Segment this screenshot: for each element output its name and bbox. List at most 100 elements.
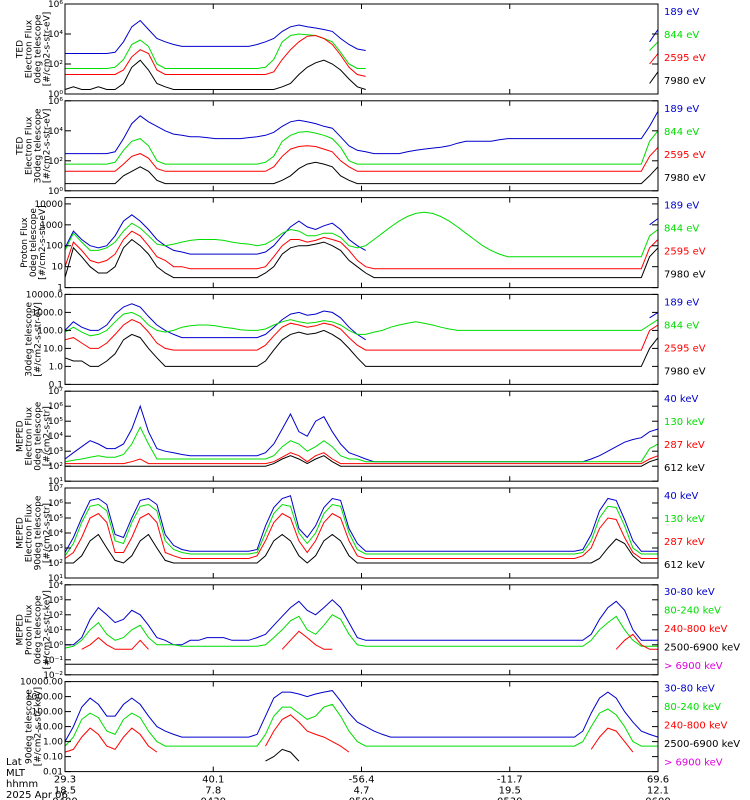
x-axis-labels: Lat MLT hhmm 2025 Apr 06 29.3 40.1 -56.4 -1… [6,757,671,800]
y-tick-label: 10² [48,611,63,621]
series-legend-label: 189 eV [664,201,699,212]
series-legend-label: 7980 eV [664,270,706,281]
series-line-3-3 [64,211,659,258]
y-axis-label: 0deg telescope [34,401,44,471]
y-tick-label: 10⁶ [48,0,63,10]
series-line-3-2 [64,230,659,270]
y-tick-label: 10⁻¹ [43,656,63,666]
series-legend-label: 7980 eV [664,76,706,87]
y-tick-label: 10⁴ [48,529,63,539]
y-tick-label: 10⁵ [48,417,63,427]
series-legend-label: 189 eV [664,104,699,115]
series-line-1-1 [64,59,659,90]
y-tick-label: 10² [48,462,63,472]
y-tick-label: 10⁶ [48,97,63,107]
x-axis-value: 18.5 [54,786,76,797]
y-tick-label: 10⁷ [48,387,63,397]
series-legend-label: 844 eV [664,30,699,41]
y-tick-label: 0.10 [43,753,63,763]
y-tick-label: 10000.00 [20,678,63,688]
y-tick-label: 10⁻² [43,671,63,681]
y-axis-label: 0deg telescope [34,595,44,665]
y-axis-label: 0deg telescope [29,208,39,278]
y-axis-label: 0deg telescope [34,14,44,84]
series-legend-label: 2595 eV [664,150,706,161]
series-legend-label: 287 keV [664,537,705,548]
series-legend-label: 30-80 keV [664,587,715,598]
y-tick-label: 10³ [48,447,63,457]
lat-label: Lat [6,757,22,768]
y-tick-label: 1.00 [43,738,63,748]
y-tick-label: 10⁴ [48,581,63,591]
series-legend-label: 287 keV [664,440,705,451]
series-line-1-4 [65,19,659,54]
series-line-6-2 [64,512,658,559]
series-legend-label: 7980 eV [664,366,706,377]
series-legend-label: 612 keV [664,560,705,571]
series-line-8-5 [64,690,659,742]
y-axis-label: [#/cm2-s-str-eV] [43,109,53,184]
series-legend-label: 2595 eV [664,247,706,258]
y-axis-label: MEPED [16,517,26,549]
y-axis-label: Proton Flux [20,217,30,268]
series-line-5-3 [64,426,659,463]
series-line-3-1 [64,238,659,279]
series-line-4-3 [64,311,659,337]
y-axis-label: TED [16,137,26,156]
panel-8: 0.01 0.10 1.00 10.00 100.00 1000.00 10000.0090… [20,678,740,778]
y-axis-label: 30deg telescope [25,302,35,377]
y-tick-label: 10⁰ [48,90,63,100]
x-axis-value: 29.3 [54,775,76,786]
y-axis-label: Electron Flux [25,19,35,78]
y-tick-label: 10⁶ [48,402,63,412]
y-axis-label: Proton Flux [25,604,35,655]
series-legend-label: > 6900 keV [664,758,723,769]
y-tick-label: 10³ [48,596,63,606]
y-axis-label: 90deg telescope [34,495,44,570]
y-tick-label: 10⁶ [48,499,63,509]
series-legend-label: 240-800 keV [664,624,728,635]
y-axis-label: [#/cm2-s-str] [43,406,53,466]
panel-4: 0.1 1.0 10.0 100.0 1000.0 10000.0 30deg telesc… [25,290,706,390]
x-axis-value: 12.1 [647,786,669,797]
series-line-4-1 [64,329,659,367]
y-tick-label: 10.0 [43,344,63,354]
y-axis-label: [#/cm2-s-str-eV] [43,12,53,87]
series-line-2-4 [65,111,659,155]
date-label: 2025 Apr 06 [6,790,68,800]
y-tick-label: 1 [57,284,63,294]
x-axis-value: 69.6 [647,775,669,786]
y-tick-label: 10³ [48,544,63,554]
panel-2: 10⁰ 10² 10⁴ 10⁶ TED Electron Flux 30deg telesc… [16,97,706,197]
series-line-6-3 [64,503,658,557]
y-tick-label: 10 [52,263,64,273]
panel-3: 1 10 100 1000 10000 Proton Flux 0deg telescope… [20,197,706,294]
x-axis-value: -56.4 [349,775,375,786]
series-line-2-2 [65,145,659,172]
series-line-6-4 [64,495,658,553]
series-legend-label: 844 eV [664,224,699,235]
x-axis-value: 0500 [349,797,374,800]
y-tick-label: 100 [46,242,63,252]
y-tick-label: 10¹ [48,626,63,636]
series-legend-label: 7980 eV [664,173,706,184]
y-tick-label: 10000.0 [26,290,63,300]
y-axis-label: MEPED [16,614,26,646]
series-line-1-2 [65,34,659,77]
x-axis-value: 0600 [645,797,670,800]
panel-6: 10¹ 10² 10³ 10⁴ 10⁵ 10⁶ 10⁷ MEPED Electron Flux 9… [16,484,705,584]
series-legend-label: 2500-6900 keV [664,642,740,653]
series-legend-label: 2595 eV [664,343,706,354]
series-legend-label: 40 keV [664,491,698,502]
y-axis-label: [#/cm2-s-str] [43,503,53,563]
y-tick-label: 1000.00 [26,693,63,703]
hhmm-label: hhmm [6,779,38,790]
series-line-3-4 [64,214,659,255]
series-line-8-2 [265,748,300,762]
y-axis-label: [#/cm2-s-str-keV] [43,590,53,669]
y-tick-label: 0.1 [49,380,63,390]
series-legend-label: 189 eV [664,297,699,308]
y-tick-label: 10⁴ [48,127,63,137]
y-axis-label: 30deg telescope [34,108,44,183]
